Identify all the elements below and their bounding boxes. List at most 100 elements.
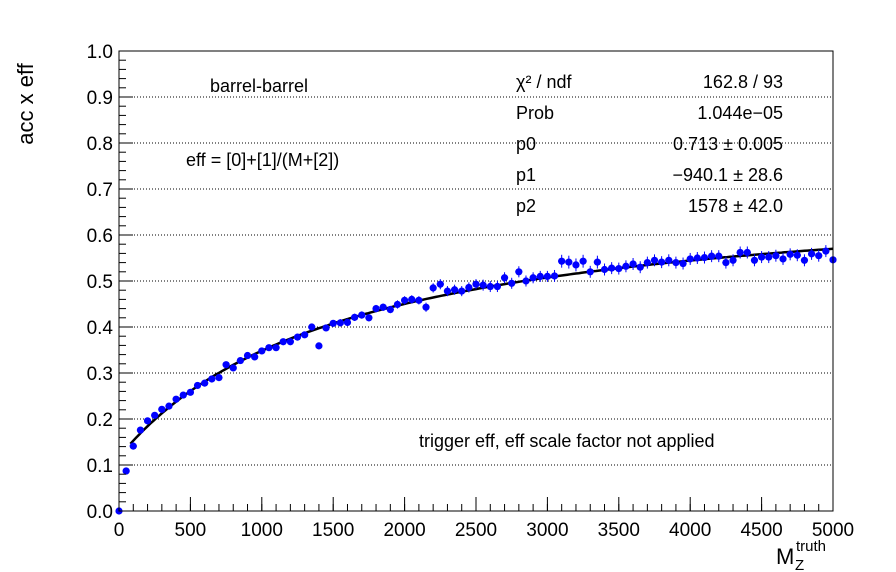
data-point	[708, 252, 716, 260]
data-point	[522, 277, 530, 285]
stat-value-p2: 1578 ± 42.0	[688, 196, 783, 216]
x-axis-title-base: M	[776, 544, 794, 569]
data-point	[215, 374, 223, 382]
stat-value-chi2: 162.8 / 93	[703, 72, 783, 92]
data-point	[143, 417, 152, 425]
stat-value-prob: 1.044e−05	[697, 103, 783, 123]
data-point	[665, 256, 673, 264]
data-point	[322, 324, 330, 332]
data-point	[165, 402, 173, 410]
data-point	[658, 258, 666, 266]
stat-label-prob: Prob	[516, 103, 554, 123]
x-tick-label: 1500	[312, 520, 354, 541]
region-label: barrel-barrel	[210, 76, 308, 96]
data-point	[822, 247, 830, 255]
stat-label-p1: p1	[516, 165, 536, 185]
y-tick-label: 1.0	[87, 42, 113, 63]
data-point	[429, 284, 437, 292]
data-point	[722, 259, 730, 267]
fit-stats-box: χ² / ndf 162.8 / 93 Prob 1.044e−05 p0 0.…	[516, 72, 783, 216]
data-point	[401, 296, 409, 304]
y-tick-label: 0.4	[87, 318, 114, 339]
y-tick-labels: 0.0 0.1 0.2 0.3 0.4 0.5 0.6 0.7 0.8 0.9 1.0	[87, 42, 114, 523]
data-point	[743, 248, 751, 257]
grid-lines	[119, 96, 833, 466]
data-point	[750, 256, 759, 264]
data-point	[629, 260, 637, 268]
data-point	[208, 375, 216, 383]
data-point	[386, 305, 394, 314]
data-point	[122, 467, 130, 475]
data-point	[472, 280, 480, 288]
data-point	[529, 274, 537, 282]
data-point	[786, 250, 794, 258]
data-point	[201, 379, 209, 387]
data-point	[772, 252, 780, 260]
data-point	[715, 252, 723, 260]
x-axis-title-sup: truth	[796, 538, 826, 555]
data-point	[800, 256, 809, 264]
data-point	[593, 258, 601, 266]
data-point	[572, 261, 580, 269]
axis-ticks	[118, 50, 834, 512]
stat-label-p2: p2	[516, 196, 536, 216]
data-point	[600, 265, 609, 274]
x-tick-label: 2000	[383, 520, 425, 541]
data-point	[136, 426, 145, 434]
data-point	[186, 388, 194, 396]
data-point	[672, 259, 680, 267]
data-point	[458, 287, 466, 295]
data-point	[393, 300, 402, 309]
data-point	[343, 318, 352, 326]
x-tick-label: 2500	[455, 520, 497, 541]
data-point	[586, 268, 594, 276]
data-point	[565, 258, 573, 266]
x-tick-label: 5000	[812, 520, 854, 541]
data-point	[258, 347, 266, 355]
data-point	[151, 411, 159, 419]
x-tick-label: 0	[114, 520, 125, 541]
stat-value-p0: 0.713 ± 0.005	[673, 134, 783, 154]
data-point	[351, 313, 359, 321]
data-point	[493, 282, 502, 291]
data-point	[579, 257, 587, 265]
data-point	[765, 253, 773, 261]
data-point	[129, 442, 137, 450]
data-point	[179, 391, 187, 399]
stat-value-p1: −940.1 ± 28.6	[673, 165, 783, 185]
data-point	[443, 287, 452, 295]
data-point	[515, 268, 523, 276]
data-point	[650, 256, 659, 264]
data-point	[465, 283, 473, 292]
y-tick-label: 0.5	[87, 272, 113, 293]
data-point	[729, 256, 737, 264]
stat-label-chi2: χ² / ndf	[516, 72, 572, 92]
x-axis-title-sub: Z	[795, 557, 804, 572]
x-tick-label: 3500	[598, 520, 640, 541]
x-tick-label: 3000	[526, 520, 568, 541]
data-point	[508, 279, 516, 287]
data-point	[372, 305, 380, 313]
y-tick-label: 0.3	[87, 364, 113, 385]
data-point	[450, 286, 459, 294]
y-axis-title: acc x eff	[13, 62, 38, 144]
data-point	[608, 264, 616, 272]
data-point	[336, 319, 344, 327]
data-point	[500, 274, 509, 282]
data-point	[272, 344, 280, 352]
data-point	[436, 280, 444, 288]
data-point	[279, 338, 287, 346]
x-tick-labels: 0 500 1000 1500 2000 2500 3000 3500 4000 4500 5000	[114, 520, 854, 541]
data-point	[243, 351, 252, 360]
data-point	[415, 296, 423, 304]
data-point	[315, 342, 323, 350]
data-points	[115, 245, 837, 515]
data-point	[793, 251, 801, 259]
data-point	[700, 253, 709, 262]
fit-formula: eff = [0]+[1]/(M+[2])	[186, 150, 339, 170]
selection-note: trigger eff, eff scale factor not applie…	[419, 431, 715, 451]
data-point	[479, 281, 487, 289]
data-point	[229, 364, 237, 372]
y-tick-label: 0.1	[87, 456, 113, 477]
